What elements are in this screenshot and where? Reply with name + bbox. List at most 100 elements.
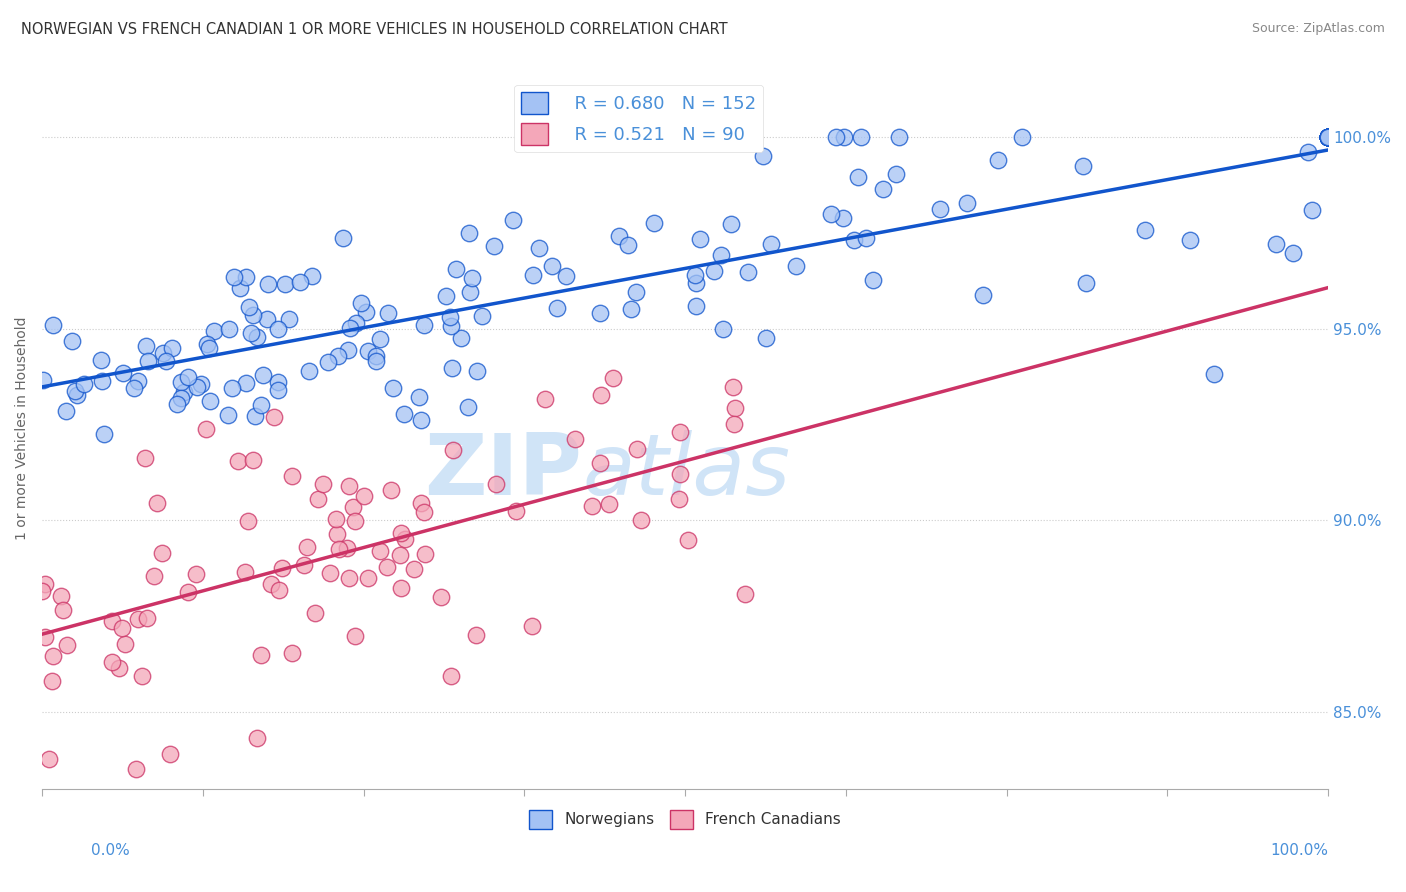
Point	[127, 612, 149, 626]
Point	[617, 237, 640, 252]
Point	[112, 366, 135, 380]
Point	[1281, 245, 1303, 260]
Point	[224, 270, 246, 285]
Point	[522, 268, 544, 283]
Point	[177, 370, 200, 384]
Point	[413, 318, 436, 333]
Point	[834, 130, 856, 145]
Point	[862, 273, 884, 287]
Point	[235, 270, 257, 285]
Point	[832, 211, 855, 225]
Point	[1317, 130, 1340, 145]
Point	[389, 582, 412, 596]
Point	[357, 343, 380, 358]
Point	[1317, 130, 1340, 145]
Point	[267, 376, 290, 390]
Point	[31, 584, 53, 599]
Point	[125, 763, 148, 777]
Point	[198, 341, 221, 355]
Point	[357, 571, 380, 585]
Point	[271, 560, 294, 574]
Point	[541, 259, 564, 273]
Point	[759, 236, 782, 251]
Point	[42, 318, 65, 332]
Point	[482, 239, 505, 253]
Point	[502, 213, 524, 227]
Point	[461, 271, 484, 285]
Point	[190, 376, 212, 391]
Point	[339, 479, 361, 493]
Point	[669, 467, 692, 481]
Text: NORWEGIAN VS FRENCH CANADIAN 1 OR MORE VEHICLES IN HOUSEHOLD CORRELATION CHART: NORWEGIAN VS FRENCH CANADIAN 1 OR MORE V…	[21, 22, 728, 37]
Point	[1317, 130, 1340, 145]
Point	[1296, 145, 1319, 160]
Point	[626, 442, 648, 456]
Point	[440, 668, 463, 682]
Point	[785, 260, 807, 274]
Point	[159, 747, 181, 761]
Point	[101, 614, 124, 628]
Point	[186, 567, 208, 582]
Point	[846, 170, 869, 185]
Point	[441, 442, 464, 457]
Legend: Norwegians, French Canadians: Norwegians, French Canadians	[523, 804, 846, 835]
Point	[135, 611, 157, 625]
Point	[246, 731, 269, 745]
Point	[228, 281, 250, 295]
Point	[887, 130, 910, 145]
Point	[93, 427, 115, 442]
Point	[63, 384, 86, 399]
Point	[1071, 160, 1094, 174]
Point	[987, 153, 1010, 167]
Point	[737, 265, 759, 279]
Point	[326, 349, 349, 363]
Point	[353, 489, 375, 503]
Point	[263, 409, 285, 424]
Point	[1076, 276, 1098, 290]
Point	[440, 319, 463, 334]
Point	[350, 296, 373, 310]
Point	[440, 360, 463, 375]
Point	[256, 277, 278, 291]
Point	[1317, 130, 1340, 145]
Point	[42, 648, 65, 663]
Point	[110, 621, 132, 635]
Point	[34, 630, 56, 644]
Point	[114, 637, 136, 651]
Point	[155, 353, 177, 368]
Point	[1317, 130, 1340, 145]
Point	[389, 526, 412, 541]
Point	[413, 547, 436, 561]
Point	[380, 483, 402, 498]
Point	[1317, 130, 1340, 145]
Point	[364, 354, 387, 368]
Point	[364, 350, 387, 364]
Point	[146, 496, 169, 510]
Point	[198, 394, 221, 409]
Point	[202, 324, 225, 338]
Point	[555, 268, 578, 283]
Point	[246, 330, 269, 344]
Point	[281, 469, 304, 483]
Point	[135, 339, 157, 353]
Point	[1301, 203, 1323, 218]
Point	[408, 390, 430, 404]
Point	[1178, 233, 1201, 247]
Point	[956, 196, 979, 211]
Point	[389, 549, 412, 563]
Point	[1317, 130, 1340, 145]
Point	[505, 503, 527, 517]
Point	[434, 289, 457, 303]
Point	[307, 491, 329, 506]
Point	[589, 388, 612, 402]
Point	[34, 577, 56, 591]
Point	[38, 752, 60, 766]
Point	[332, 230, 354, 244]
Point	[368, 332, 391, 346]
Point	[755, 331, 778, 345]
Point	[295, 541, 318, 555]
Point	[534, 392, 557, 406]
Point	[1202, 367, 1225, 381]
Point	[235, 376, 257, 391]
Point	[1011, 130, 1033, 145]
